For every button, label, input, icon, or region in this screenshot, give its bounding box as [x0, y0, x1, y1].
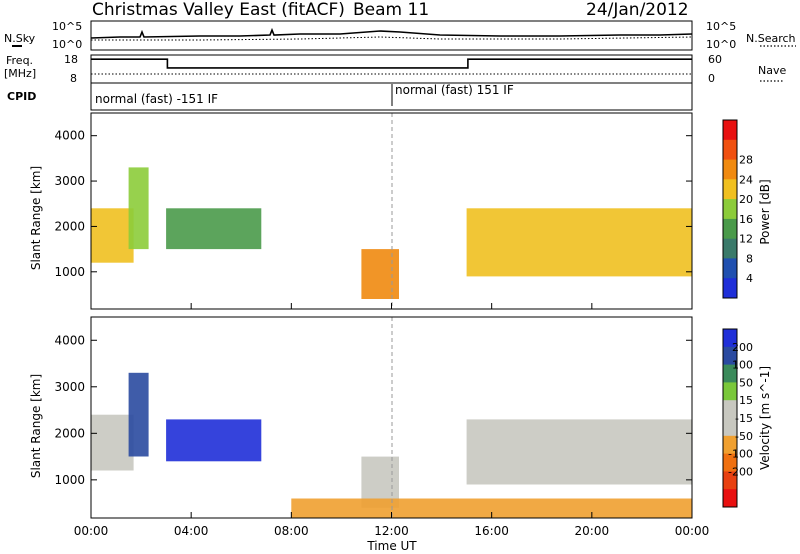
- scatter-region: [166, 208, 262, 250]
- colorbar-tick-label: 16: [739, 213, 753, 226]
- power-ylabel: Slant Range [km]: [29, 166, 43, 270]
- y-tick-label: 4000: [54, 129, 85, 143]
- y-tick-label: 4000: [54, 333, 85, 347]
- colorbar-segment: [723, 400, 737, 419]
- y-tick-label: 2000: [54, 426, 85, 440]
- colorbar-segment: [723, 199, 737, 220]
- colorbar-tick-label: -100: [728, 448, 753, 461]
- x-tick-label: 16:00: [474, 524, 509, 538]
- noise-left-tick-low: 10^0: [52, 38, 82, 51]
- noise-right-label: N.Search: [746, 32, 796, 45]
- colorbar-tick-label: 200: [732, 341, 753, 354]
- colorbar-frame: [722, 328, 738, 508]
- freq-label-2: [MHz]: [4, 67, 36, 80]
- colorbar-segment: [723, 238, 737, 259]
- noise-right-tick-low: 10^0: [706, 38, 736, 51]
- power-colorbar: 4 8 12 16 20 24 28: [722, 119, 753, 299]
- y-tick-label: 3000: [54, 174, 85, 188]
- colorbar-segment: [723, 159, 737, 180]
- x-tick-label: 20:00: [575, 524, 610, 538]
- noise-left-label: N.Sky: [4, 32, 36, 45]
- x-tick-label: 00:00: [675, 524, 710, 538]
- y-tick-label: 3000: [54, 380, 85, 394]
- cpid-segment-1: normal (fast) -151 IF: [95, 92, 218, 106]
- colorbar-segment: [723, 346, 737, 366]
- scatter-region: [361, 249, 399, 299]
- colorbar-tick-label: 50: [739, 376, 753, 389]
- frequency-trace: [91, 58, 692, 69]
- noise-panel: N.Sky 10^5 10^0 10^5 10^0 N.Search: [4, 20, 796, 51]
- colorbar-tick-label: -200: [728, 465, 753, 478]
- y-tick-label: 2000: [54, 219, 85, 233]
- power-colorbar-label: Power [dB]: [758, 179, 772, 244]
- x-tick-label: 00:00: [74, 524, 109, 538]
- x-axis: 00:00 04:00 08:00 12:00 16:00 20:00 00:00: [74, 303, 710, 538]
- scatter-region: [91, 414, 134, 471]
- colorbar-segment: [723, 139, 737, 161]
- freq-left-tick-high: 18: [64, 53, 78, 66]
- colorbar-segment: [723, 218, 737, 240]
- colorbar-tick-label: -50: [735, 430, 753, 443]
- scatter-region: [128, 167, 149, 250]
- colorbar-tick-label: 8: [746, 252, 753, 265]
- x-tick-label: 04:00: [174, 524, 209, 538]
- noise-sky-trace: [90, 27, 693, 39]
- colorbar-segment: [723, 364, 737, 383]
- freq-right-tick-low: 0: [708, 72, 715, 85]
- colorbar-tick-label: 12: [739, 233, 753, 246]
- power-panel: 1000 2000 3000 4000 Slant Range [km]: [29, 112, 693, 310]
- colorbar-frame: [722, 119, 738, 299]
- nave-label: Nave: [758, 64, 786, 77]
- x-tick-label: 08:00: [274, 524, 309, 538]
- velocity-ylabel: Slant Range [km]: [29, 374, 43, 478]
- frequency-panel: Freq. [MHz] 18 8 60 0 Nave: [4, 53, 786, 85]
- colorbar-segment: [723, 179, 737, 200]
- freq-label-1: Freq.: [6, 54, 33, 67]
- beam-title: Beam 11: [353, 0, 429, 20]
- scatter-region: [128, 372, 149, 457]
- noise-search-trace: [91, 36, 693, 41]
- cpid-segment-2: normal (fast) 151 IF: [395, 83, 514, 97]
- scatter-region: [466, 208, 692, 277]
- y-tick-label: 1000: [54, 265, 85, 279]
- colorbar-segment: [723, 453, 737, 472]
- colorbar-segment: [723, 120, 737, 141]
- cpid-label: CPID: [7, 90, 36, 103]
- noise-right-tick-high: 10^5: [706, 20, 736, 33]
- velocity-panel: 1000 2000 3000 4000 Slant Range [km]: [29, 316, 693, 519]
- colorbar-tick-label: 28: [739, 154, 753, 167]
- velocity-colorbar: 200 100 50 15 -15 -50 -100 -200: [722, 328, 753, 508]
- colorbar-segment: [723, 418, 737, 437]
- velocity-colorbar-label: Velocity [m s^-1]: [758, 366, 772, 470]
- colorbar-segment: [723, 278, 737, 299]
- scatter-region: [466, 419, 692, 485]
- colorbar-segment: [723, 471, 737, 490]
- x-tick-label: 12:00: [374, 524, 409, 538]
- colorbar-segment: [723, 382, 737, 401]
- colorbar-tick-label: 100: [732, 359, 753, 372]
- colorbar-segment: [723, 489, 737, 508]
- station-title: Christmas Valley East (fitACF): [92, 0, 345, 20]
- scatter-region: [166, 419, 262, 462]
- colorbar-tick-label: -15: [735, 412, 753, 425]
- cpid-panel: CPID normal (fast) -151 IF normal (fast)…: [7, 82, 693, 111]
- colorbar-tick-label: 20: [739, 193, 753, 206]
- colorbar-tick-label: 15: [739, 394, 753, 407]
- noise-left-tick-high: 10^5: [52, 20, 82, 33]
- colorbar-segment: [723, 329, 737, 348]
- y-tick-label: 1000: [54, 473, 85, 487]
- freq-right-tick-high: 60: [708, 53, 722, 66]
- freq-left-tick-low: 8: [70, 72, 77, 85]
- x-axis-label: Time UT: [366, 539, 417, 553]
- colorbar-tick-label: 4: [746, 272, 753, 285]
- date-title: 24/Jan/2012: [586, 0, 689, 20]
- colorbar-tick-label: 24: [739, 173, 753, 186]
- colorbar-segment: [723, 435, 737, 455]
- colorbar-segment: [723, 258, 737, 279]
- scatter-region: [91, 208, 134, 263]
